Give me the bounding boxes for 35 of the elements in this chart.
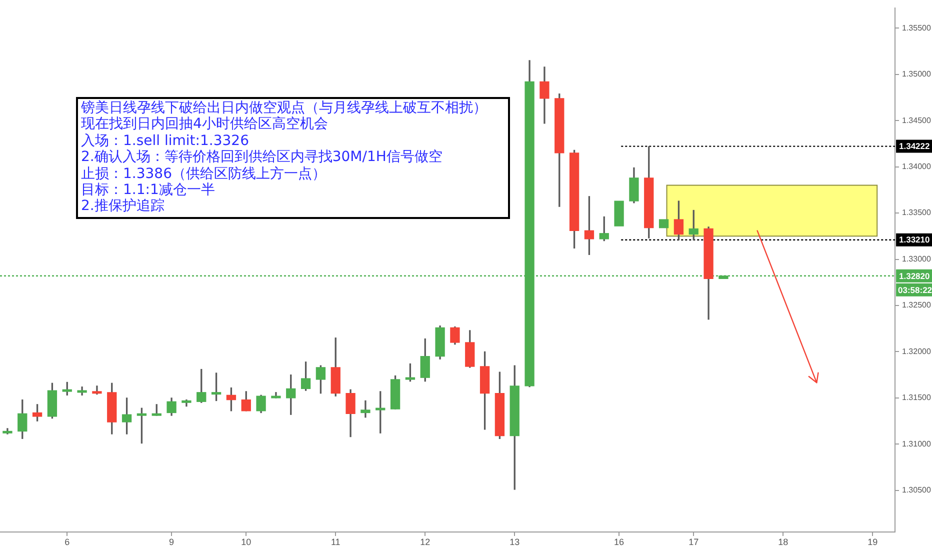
y-tick-label: 1.34000 [902,162,932,172]
annotation: 目标：1.1:1减仓一半 [81,182,215,198]
ref-line-label: 1.34222 [899,141,930,152]
x-tick-label: 16 [614,536,624,547]
y-tick-label: 1.33000 [902,254,932,264]
y-tick-label: 1.35500 [902,23,932,32]
ref-line-label: 1.32820 [899,270,930,281]
ref-line-label: 1.33210 [899,234,930,245]
x-tick-label: 18 [778,536,788,547]
x-tick-label: 19 [868,536,878,547]
y-tick-label: 1.32000 [902,346,932,356]
x-tick-label: 6 [64,536,70,547]
candlestick [360,400,370,418]
y-tick-label: 1.31000 [902,439,932,448]
y-tick-label: 1.33500 [902,208,932,218]
x-tick-label: 10 [241,536,252,547]
annotation: 现在找到日内回抽4小时供给区高空机会 [81,116,328,133]
annotation: 镑美日线孕线下破给出日内做空观点（与月线孕线上破互不相扰） [81,100,487,116]
annotation: 止损：1.3386（供给区防线上方一点） [81,166,326,182]
candlestick [658,219,669,228]
y-tick-label: 1.30500 [902,486,932,495]
annotation: 入场：1.sell limit:1.3326 [81,132,249,150]
x-tick-label: 11 [330,536,340,547]
annotation: 2.推保护追踪 [81,198,164,215]
y-tick-label: 1.31500 [902,393,932,402]
annotation: 2.确认入场：等待价格回到供给区内寻找30M/1H信号做空 [81,149,442,166]
candlestick [614,200,624,226]
y-tick-label: 1.34500 [902,116,932,125]
text: 03:58:22 [898,284,932,295]
x-tick-label: 9 [169,536,174,547]
x-tick-label: 12 [420,536,430,547]
y-tick-label: 1.32500 [902,300,932,310]
y-tick-label: 1.35000 [902,70,932,79]
x-tick-label: 17 [688,536,699,547]
x-tick-label: 13 [510,536,520,547]
